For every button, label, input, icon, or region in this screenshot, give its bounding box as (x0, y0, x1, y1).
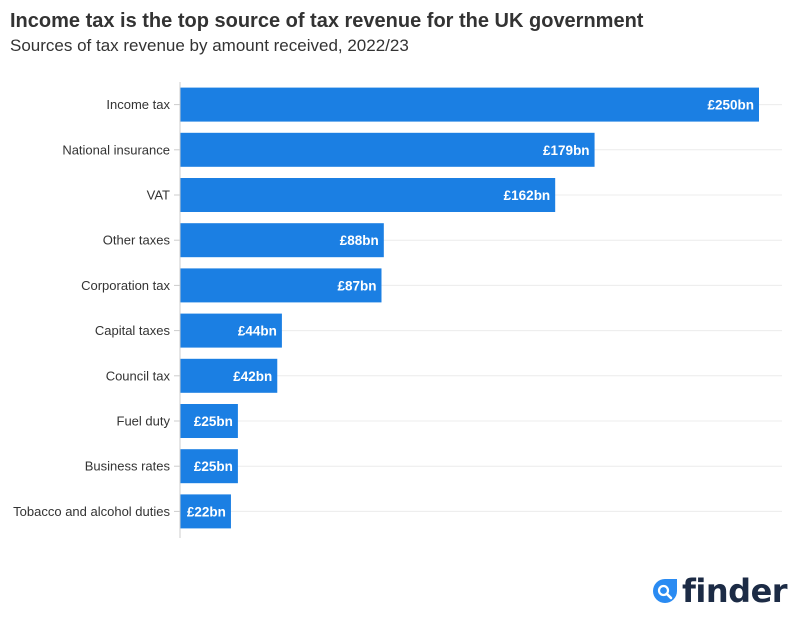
chart-title: Income tax is the top source of tax reve… (10, 10, 644, 32)
bar (180, 178, 556, 212)
bar (180, 313, 282, 348)
data-label: £22bn (187, 504, 226, 519)
chart-subtitle: Sources of tax revenue by amount receive… (10, 36, 409, 55)
data-label: £25bn (194, 414, 233, 429)
data-label: £88bn (340, 233, 379, 248)
bar (180, 449, 238, 484)
category-label: Income tax (106, 97, 170, 112)
category-label: Other taxes (103, 233, 171, 248)
category-label: Fuel duty (117, 414, 171, 429)
finder-logo: finder (652, 572, 788, 610)
category-label: Business rates (85, 459, 171, 474)
data-label: £87bn (337, 278, 376, 293)
search-icon (653, 579, 677, 603)
data-label: £42bn (233, 369, 272, 384)
category-label: VAT (147, 188, 170, 203)
category-label: Tobacco and alcohol duties (13, 504, 170, 519)
bar (180, 132, 595, 167)
data-label: £44bn (238, 324, 277, 339)
bar (180, 87, 759, 122)
category-label: Corporation tax (81, 278, 170, 293)
data-label: £25bn (194, 459, 233, 474)
bar (180, 358, 278, 393)
category-label: Capital taxes (95, 323, 171, 338)
data-label: £179bn (543, 143, 590, 158)
data-label: £162bn (504, 188, 551, 203)
bar (180, 494, 231, 529)
bar (180, 223, 384, 258)
bar (180, 404, 238, 438)
data-label: £250bn (707, 98, 754, 113)
category-label: National insurance (62, 142, 170, 157)
logo-wordmark: finder (682, 572, 788, 610)
bar (180, 268, 382, 303)
category-label: Council tax (106, 368, 171, 383)
